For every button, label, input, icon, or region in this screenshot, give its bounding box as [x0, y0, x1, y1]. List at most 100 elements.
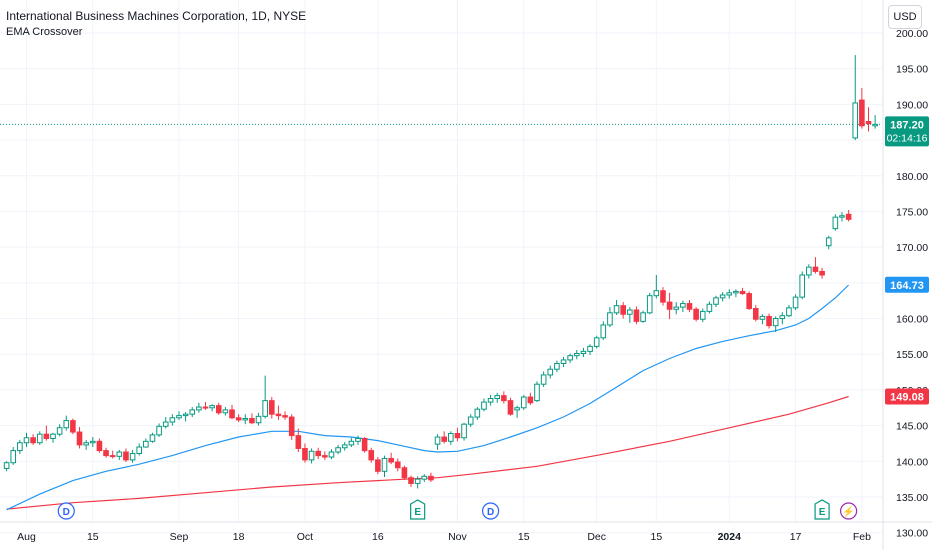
candle[interactable]: [136, 446, 142, 454]
candle[interactable]: [573, 353, 580, 357]
candle[interactable]: [103, 450, 109, 457]
candle[interactable]: [70, 420, 76, 433]
currency-button[interactable]: USD: [888, 5, 922, 29]
candle[interactable]: [593, 337, 600, 347]
candle[interactable]: [759, 315, 766, 320]
candle[interactable]: [474, 408, 481, 418]
candle[interactable]: [209, 405, 215, 409]
candle[interactable]: [96, 440, 103, 452]
candle[interactable]: [673, 306, 680, 310]
candle[interactable]: [587, 345, 593, 352]
candle[interactable]: [540, 374, 547, 385]
candle[interactable]: [832, 216, 839, 230]
candle[interactable]: [580, 350, 587, 355]
candle[interactable]: [328, 451, 335, 458]
candle[interactable]: [123, 451, 129, 461]
candle[interactable]: [653, 290, 660, 297]
candle[interactable]: [633, 309, 640, 322]
candle[interactable]: [527, 396, 534, 404]
candle[interactable]: [30, 437, 36, 444]
candle[interactable]: [865, 121, 872, 125]
candle[interactable]: [116, 451, 123, 457]
candle[interactable]: [322, 455, 328, 458]
candle[interactable]: [839, 215, 845, 218]
earnings-event-marker[interactable]: [814, 499, 830, 520]
candle[interactable]: [56, 427, 63, 435]
candle[interactable]: [699, 310, 706, 320]
candle[interactable]: [348, 440, 355, 446]
candle[interactable]: [149, 434, 156, 442]
candle[interactable]: [766, 315, 772, 327]
dividend-event-marker[interactable]: [57, 502, 75, 520]
candle[interactable]: [229, 409, 235, 419]
candle[interactable]: [295, 435, 302, 449]
candle[interactable]: [202, 406, 209, 409]
candle[interactable]: [63, 420, 70, 429]
candle[interactable]: [315, 450, 322, 457]
candle[interactable]: [428, 475, 434, 481]
candle[interactable]: [242, 417, 249, 421]
candle[interactable]: [176, 415, 182, 419]
candle[interactable]: [501, 395, 507, 402]
candle[interactable]: [302, 447, 308, 461]
candle[interactable]: [401, 467, 408, 479]
candle[interactable]: [613, 305, 620, 314]
candle[interactable]: [83, 442, 89, 446]
dividend-event-marker[interactable]: [481, 502, 500, 520]
candle[interactable]: [461, 423, 467, 439]
candle[interactable]: [182, 413, 189, 417]
candle[interactable]: [421, 475, 428, 480]
candle[interactable]: [50, 433, 56, 439]
candle[interactable]: [752, 308, 759, 320]
candle[interactable]: [43, 433, 50, 439]
candle[interactable]: [454, 432, 461, 439]
candle[interactable]: [845, 213, 852, 220]
candle[interactable]: [806, 266, 812, 276]
candle[interactable]: [852, 102, 859, 139]
candle[interactable]: [487, 397, 494, 403]
candle[interactable]: [872, 123, 878, 127]
candle[interactable]: [308, 450, 315, 461]
candle[interactable]: [494, 395, 501, 399]
earnings-event-marker[interactable]: [410, 499, 426, 520]
candle[interactable]: [355, 437, 361, 442]
candle[interactable]: [812, 266, 819, 272]
candle[interactable]: [23, 437, 30, 444]
candle[interactable]: [434, 436, 441, 445]
candle[interactable]: [719, 294, 726, 299]
candle[interactable]: [686, 303, 693, 310]
candle[interactable]: [394, 461, 401, 469]
candle[interactable]: [713, 297, 719, 305]
candle[interactable]: [640, 312, 646, 322]
candle[interactable]: [627, 309, 633, 315]
candle[interactable]: [196, 406, 202, 411]
candle[interactable]: [89, 440, 96, 444]
candle[interactable]: [375, 459, 381, 472]
candle[interactable]: [733, 290, 739, 294]
candle[interactable]: [859, 99, 865, 127]
candle[interactable]: [162, 421, 169, 427]
candle[interactable]: [693, 308, 699, 320]
candle[interactable]: [481, 401, 487, 410]
candle[interactable]: [467, 416, 474, 425]
candle[interactable]: [235, 417, 242, 421]
candle[interactable]: [215, 405, 222, 414]
candle[interactable]: [547, 368, 554, 376]
candle[interactable]: [534, 383, 540, 402]
candle[interactable]: [381, 457, 388, 472]
candle[interactable]: [282, 415, 288, 418]
candle[interactable]: [335, 447, 341, 453]
candle[interactable]: [520, 396, 527, 409]
candle[interactable]: [368, 450, 375, 461]
candle[interactable]: [269, 400, 275, 415]
candle[interactable]: [554, 363, 560, 370]
candle[interactable]: [819, 270, 825, 276]
candle[interactable]: [275, 413, 282, 417]
candle[interactable]: [646, 295, 653, 314]
candle[interactable]: [76, 431, 83, 446]
candle[interactable]: [441, 436, 447, 442]
candle[interactable]: [799, 274, 806, 298]
candle[interactable]: [156, 425, 162, 436]
candle[interactable]: [255, 415, 262, 424]
